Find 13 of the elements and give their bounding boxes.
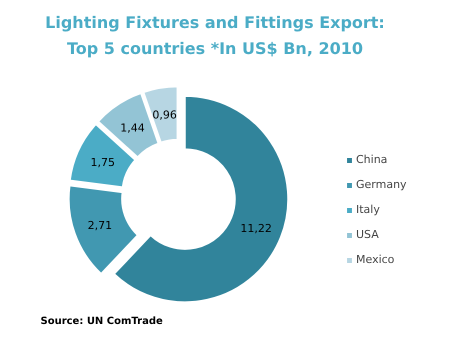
chart-title: Lighting Fixtures and Fittings Export: <box>45 13 385 32</box>
legend-label: Germany <box>356 178 407 191</box>
legend-label: China <box>356 153 388 166</box>
data-label: 11,22 <box>240 222 272 235</box>
data-label: 1,44 <box>120 121 145 134</box>
data-label: 1,75 <box>90 156 115 169</box>
legend-label: Mexico <box>356 253 394 266</box>
legend-label: Italy <box>356 203 380 216</box>
chart-subtitle: Top 5 countries *In US$ Bn, 2010 <box>67 39 363 58</box>
legend-label: USA <box>356 228 379 241</box>
data-label: 0,96 <box>152 108 177 122</box>
source-note: Source: UN ComTrade <box>40 316 163 327</box>
data-label: 2,71 <box>88 219 112 232</box>
